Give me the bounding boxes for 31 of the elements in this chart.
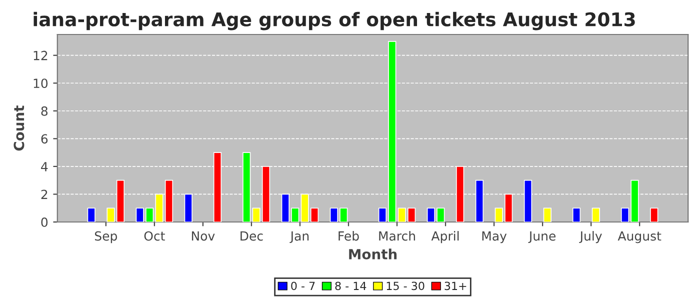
legend-label: 31+ <box>444 282 466 290</box>
chart-title: iana-prot-param Age groups of open tickets August 2013 <box>34 12 635 30</box>
y-tick-label: 10 <box>34 78 48 88</box>
y-tick-label: 12 <box>34 50 48 60</box>
x-tick-label: Feb <box>338 231 359 241</box>
bar <box>592 208 600 222</box>
x-tick-label: June <box>528 231 556 244</box>
x-tick-label: May <box>482 231 507 244</box>
x-tick-label: Jan <box>290 231 309 244</box>
y-tick-label: 6 <box>41 134 48 144</box>
x-tick-label: July <box>579 231 602 244</box>
x-tick-label: August <box>618 231 662 244</box>
bar <box>543 208 552 222</box>
y-tick-label: 2 <box>41 190 48 199</box>
x-tick-label: Dec <box>240 231 263 241</box>
x-axis-title: Month <box>349 248 397 260</box>
legend-label: 0 - 7 <box>291 282 315 290</box>
x-tick-label: March <box>379 231 415 241</box>
x-tick-label: Nov <box>192 231 215 241</box>
y-axis-title: Count <box>14 105 24 151</box>
y-tick-label: 0 <box>41 217 48 227</box>
x-tick-label: April <box>431 231 459 244</box>
bar <box>650 208 658 222</box>
bar <box>572 208 581 222</box>
x-tick-label: Sep <box>94 231 118 244</box>
x-tick-label: Oct <box>144 231 165 241</box>
y-tick-label: 8 <box>41 106 48 116</box>
bar <box>87 208 96 222</box>
legend-label: 8 - 14 <box>335 282 366 290</box>
legend-label: 15 - 30 <box>386 282 424 290</box>
y-tick-label: 4 <box>41 162 48 172</box>
